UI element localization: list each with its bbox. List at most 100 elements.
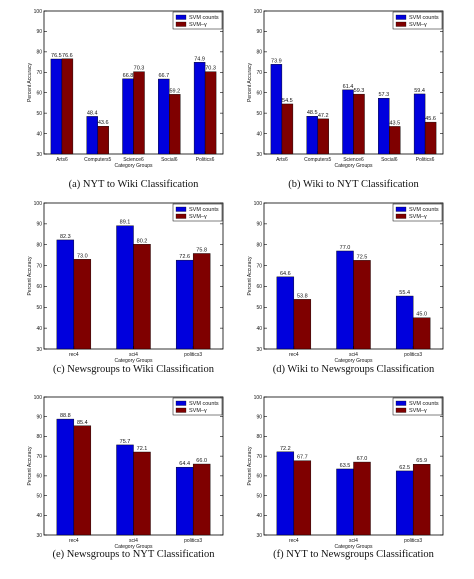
panel-caption: (f) NYT to Newsgroups Classification (273, 549, 435, 560)
y-tick-label: 70 (256, 263, 262, 269)
bar-svm-gamma (97, 126, 109, 155)
y-tick-label: 80 (256, 50, 262, 56)
y-axis-label: Percent Accuracy (27, 446, 33, 485)
y-tick-label: 60 (256, 474, 262, 480)
y-tick-label: 30 (256, 152, 262, 158)
y-tick-label: 100 (254, 395, 263, 401)
panel-caption: (e) Newsgroups to NYT Classification (53, 549, 216, 560)
bar-svm-counts (116, 444, 134, 536)
y-tick-label: 100 (34, 9, 43, 15)
legend-label: SVM–γ (409, 408, 427, 414)
y-tick-label: 90 (256, 29, 262, 35)
data-label: 66.7 (158, 73, 169, 79)
x-tick-label: sci4 (129, 538, 138, 544)
data-label: 72.1 (137, 446, 148, 452)
y-tick-label: 60 (256, 284, 262, 290)
legend-swatch (395, 213, 407, 219)
data-label: 80.2 (137, 238, 148, 244)
y-tick-label: 100 (254, 201, 263, 207)
y-tick-label: 90 (36, 29, 42, 35)
y-tick-label: 70 (36, 454, 42, 460)
y-tick-label: 80 (36, 434, 42, 440)
y-tick-label: 70 (256, 454, 262, 460)
y-tick-label: 60 (256, 91, 262, 97)
x-tick-label: politics3 (404, 352, 422, 358)
panel-caption: (b) Wiki to NYT Classification (288, 179, 419, 190)
x-tick-label: Politics6 (196, 157, 215, 163)
legend-label: SVM counts (189, 401, 219, 407)
data-label: 72.2 (280, 446, 291, 452)
x-tick-label: Science6 (343, 157, 364, 163)
bar-svm-counts (395, 470, 414, 536)
y-axis-label: Percent Accuracy (247, 256, 253, 295)
data-label: 59.4 (414, 88, 425, 94)
bar-svm-counts (56, 418, 75, 536)
y-tick-label: 80 (36, 50, 42, 56)
data-label: 73.9 (271, 58, 282, 64)
x-tick-label: Computers5 (84, 157, 111, 163)
bar-svm-gamma (61, 58, 74, 155)
bar-svm-counts (175, 259, 194, 350)
y-tick-label: 30 (36, 533, 42, 539)
legend-label: SVM–γ (189, 214, 207, 220)
legend-swatch (395, 400, 407, 406)
data-label: 59.3 (354, 88, 365, 94)
bar-svm-gamma (353, 93, 365, 155)
legend-swatch (395, 14, 407, 20)
x-tick-label: Science6 (123, 157, 144, 163)
legend-swatch (175, 21, 187, 27)
x-tick-label: politics3 (184, 538, 202, 544)
y-tick-label: 30 (256, 533, 262, 539)
chart-panel-1: 30 40 50 60 70 80 90 100 73.9 54.5 Arts6 48.5 47.2 Co… (247, 9, 444, 190)
x-axis-label: Category Groups (114, 163, 153, 169)
chart-panel-0: 30 40 50 60 70 80 90 100 76.5 76.6 Arts6 48.443.6 Co… (27, 9, 224, 190)
data-label: 85.4 (77, 420, 88, 426)
data-label: 74.9 (194, 56, 205, 62)
data-label: 45.6 (425, 116, 436, 122)
y-tick-label: 80 (256, 243, 262, 249)
legend-label: SVM counts (409, 401, 439, 407)
y-tick-label: 50 (36, 305, 42, 311)
data-label: 70.3 (205, 66, 216, 72)
data-label: 89.1 (120, 220, 131, 226)
legend-swatch (395, 407, 407, 413)
bar-svm-gamma (424, 121, 437, 155)
y-tick-label: 50 (256, 111, 262, 117)
legend-label: SVM counts (189, 15, 219, 21)
x-tick-label: politics3 (404, 538, 422, 544)
y-tick-label: 40 (256, 513, 262, 519)
y-tick-label: 30 (36, 347, 42, 353)
data-label: 67.0 (357, 456, 368, 462)
data-label: 53.8 (297, 293, 308, 299)
x-tick-label: Arts6 (56, 157, 68, 163)
bar-svm-gamma (133, 71, 145, 155)
data-label: 64.6 (280, 271, 291, 277)
x-tick-label: rec4 (69, 538, 79, 544)
bar-svm-gamma (204, 71, 217, 155)
bar-svm-gamma (192, 253, 211, 350)
y-axis-label: Percent Accuracy (247, 63, 253, 102)
bar-svm-counts (193, 62, 206, 155)
chart-panel-4: 30 40 50 60 70 80 90 100 88.8 85.4 rec4 75.7 72.1 sci… (27, 395, 224, 560)
data-label: 65.9 (416, 458, 427, 464)
x-tick-label: Social6 (381, 157, 398, 163)
y-tick-label: 40 (256, 131, 262, 137)
y-tick-label: 50 (256, 493, 262, 499)
bar-svm-gamma (281, 103, 294, 155)
bar-svm-gamma (293, 299, 312, 350)
legend-label: SVM–γ (189, 22, 207, 28)
bar-svm-counts (86, 116, 98, 155)
legend-swatch (395, 21, 407, 27)
data-label: 72.6 (179, 254, 190, 260)
legend-label: SVM counts (409, 207, 439, 213)
data-label: 47.2 (318, 113, 329, 119)
legend-label: SVM counts (409, 15, 439, 21)
bar-svm-gamma (353, 461, 371, 536)
x-tick-label: politics3 (184, 352, 202, 358)
y-tick-label: 90 (36, 222, 42, 228)
panel-caption: (a) NYT to Wiki Classification (69, 179, 200, 190)
